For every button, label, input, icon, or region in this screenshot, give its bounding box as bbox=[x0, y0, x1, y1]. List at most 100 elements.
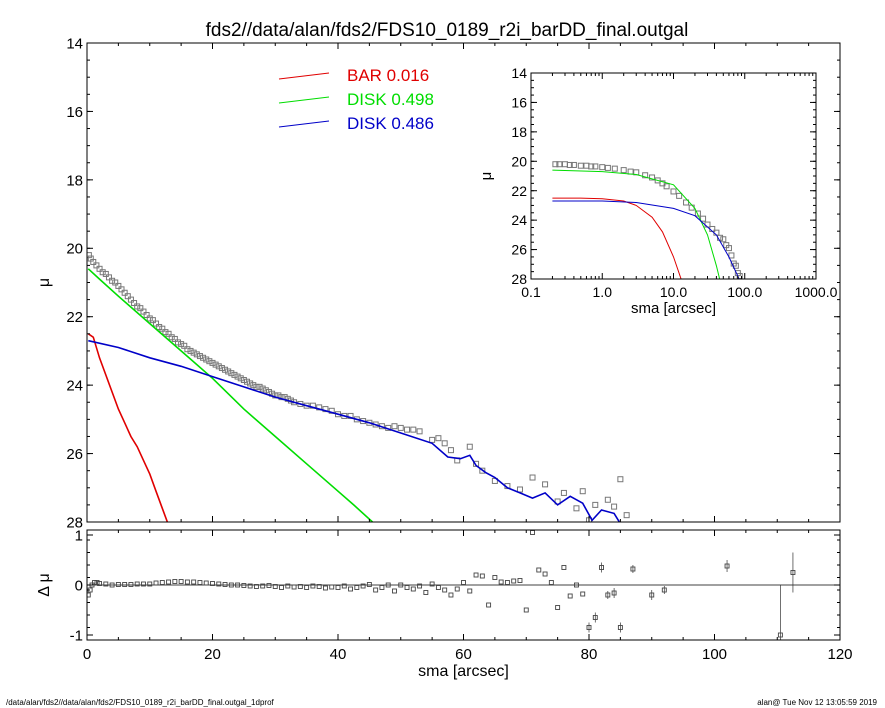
residual-point bbox=[790, 570, 796, 575]
data-point bbox=[391, 423, 398, 430]
data-point bbox=[676, 192, 683, 199]
y-tick-label: 18 bbox=[511, 124, 527, 140]
data-point bbox=[416, 428, 423, 435]
residual-point bbox=[134, 581, 140, 587]
y-tick-label: 20 bbox=[66, 241, 83, 258]
data-point bbox=[105, 274, 112, 281]
data-point bbox=[256, 383, 263, 390]
data-point bbox=[102, 270, 109, 277]
residual-point bbox=[574, 582, 579, 588]
x-tick-label: 120 bbox=[827, 646, 852, 663]
residual-point bbox=[617, 625, 623, 630]
x-tick-label: 0.1 bbox=[521, 284, 541, 300]
data-point bbox=[663, 183, 670, 190]
data-point bbox=[620, 167, 627, 174]
residual-point bbox=[599, 565, 604, 570]
data-point bbox=[193, 351, 200, 358]
residual-point bbox=[316, 584, 322, 589]
data-point bbox=[604, 164, 611, 171]
data-point bbox=[466, 443, 473, 450]
x-tick-label: 60 bbox=[455, 646, 472, 663]
legend-swatch-2 bbox=[278, 120, 330, 128]
y-tick-label: 16 bbox=[66, 104, 83, 121]
series-line-disk-1 bbox=[87, 268, 374, 522]
data-point bbox=[218, 365, 225, 372]
residual-point bbox=[392, 588, 397, 594]
data-point bbox=[90, 258, 97, 265]
residual-point bbox=[448, 592, 454, 598]
data-point bbox=[577, 162, 584, 169]
data-point bbox=[604, 496, 611, 503]
data-point bbox=[592, 163, 599, 170]
residual-point bbox=[777, 632, 783, 638]
x-tick-label: 100 bbox=[702, 646, 727, 663]
residual-point bbox=[272, 584, 278, 589]
residual-point bbox=[473, 572, 479, 578]
plot-background bbox=[531, 73, 816, 279]
residual-point bbox=[661, 587, 667, 593]
data-point bbox=[599, 164, 606, 171]
data-point bbox=[642, 172, 649, 179]
data-point bbox=[240, 377, 247, 384]
residual-point bbox=[366, 582, 372, 587]
residual-point bbox=[92, 580, 97, 585]
residual-point bbox=[511, 578, 517, 584]
residual-point bbox=[203, 580, 209, 586]
x-axis-label: sma [arcsec] bbox=[418, 663, 509, 680]
y-tick-label: 14 bbox=[66, 35, 83, 52]
data-point bbox=[234, 373, 241, 380]
residual-point bbox=[115, 582, 121, 587]
data-point bbox=[153, 320, 160, 327]
data-point bbox=[222, 366, 229, 373]
data-point bbox=[566, 161, 573, 168]
x-tick-label: 80 bbox=[581, 646, 598, 663]
residual-point bbox=[580, 591, 586, 597]
y-tick-label: 0 bbox=[75, 577, 83, 594]
residual-point bbox=[216, 581, 222, 587]
data-point bbox=[441, 440, 448, 447]
data-point bbox=[237, 375, 244, 382]
data-point bbox=[112, 279, 119, 286]
residual-point bbox=[592, 615, 598, 620]
y-tick-label: 24 bbox=[66, 378, 83, 395]
residual-point bbox=[341, 583, 347, 589]
x-tick-label: 1000.0 bbox=[795, 284, 838, 300]
residual-point bbox=[159, 580, 165, 585]
data-point bbox=[611, 165, 618, 172]
y-tick-label: 22 bbox=[66, 309, 83, 326]
data-point bbox=[588, 163, 595, 170]
data-point bbox=[99, 269, 106, 276]
residual-point bbox=[166, 579, 172, 585]
residual-point bbox=[329, 584, 335, 590]
series-line-bar-0 bbox=[87, 333, 169, 522]
data-point bbox=[244, 378, 251, 385]
residual-point bbox=[435, 585, 441, 590]
data-point bbox=[573, 505, 580, 512]
legend-label-1: DISK 0.498 bbox=[347, 90, 434, 109]
residual-point bbox=[178, 579, 184, 584]
data-point bbox=[410, 426, 417, 433]
residual-point bbox=[153, 580, 159, 586]
series-line-disk-1 bbox=[552, 169, 721, 279]
data-point bbox=[87, 252, 92, 259]
residual-point bbox=[504, 580, 510, 585]
x-axis-label: sma [arcsec] bbox=[631, 300, 716, 317]
residual-point bbox=[605, 592, 611, 598]
residual-point bbox=[197, 580, 203, 585]
residual-point bbox=[348, 586, 353, 592]
data-point bbox=[149, 317, 156, 324]
data-point bbox=[694, 210, 701, 217]
residual-point bbox=[429, 581, 435, 587]
data-point bbox=[171, 335, 178, 342]
residual-point bbox=[486, 602, 492, 608]
data-point bbox=[429, 436, 436, 443]
residual-point bbox=[354, 585, 360, 590]
residual-point bbox=[630, 566, 636, 572]
residual-point bbox=[147, 581, 153, 587]
legend-label-2: DISK 0.486 bbox=[347, 114, 434, 133]
x-tick-label: 1.0 bbox=[593, 284, 613, 300]
data-point bbox=[700, 215, 707, 222]
data-point bbox=[728, 252, 735, 259]
residual-point bbox=[141, 581, 146, 587]
data-point bbox=[162, 329, 169, 336]
